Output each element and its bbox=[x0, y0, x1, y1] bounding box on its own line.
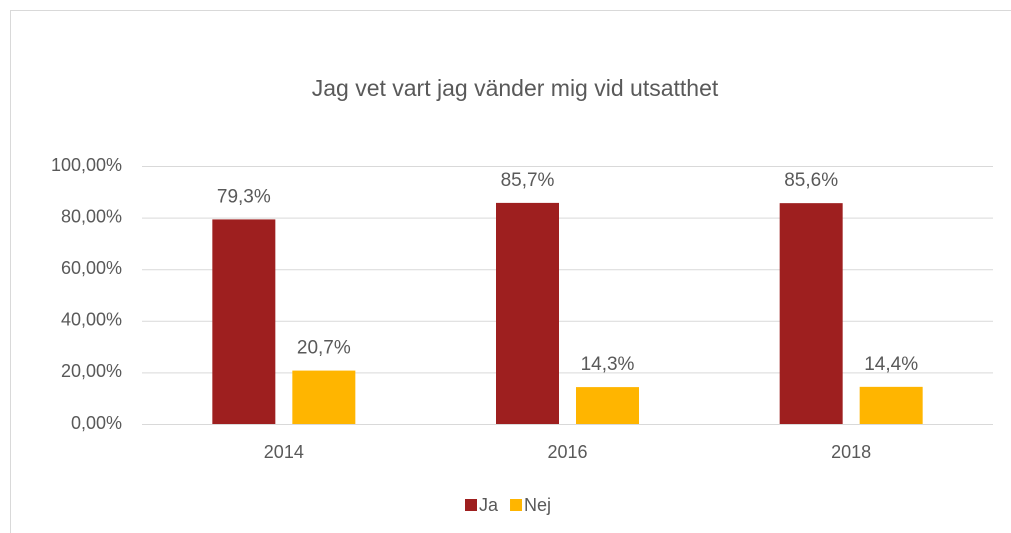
x-tick-label: 2014 bbox=[264, 442, 304, 462]
data-label: 85,6% bbox=[784, 170, 838, 191]
bar bbox=[576, 387, 639, 424]
y-tick-label: 60,00% bbox=[61, 258, 122, 278]
legend-swatch bbox=[465, 499, 477, 511]
y-tick-label: 0,00% bbox=[71, 413, 122, 433]
data-label: 14,4% bbox=[864, 354, 918, 375]
bar bbox=[779, 203, 843, 424]
data-label: 14,3% bbox=[581, 354, 635, 375]
legend-swatch bbox=[510, 499, 523, 511]
bar bbox=[212, 219, 276, 424]
y-tick-label: 80,00% bbox=[61, 206, 122, 226]
data-label: 20,7% bbox=[297, 338, 351, 359]
data-label: 79,3% bbox=[217, 186, 271, 207]
bar bbox=[292, 370, 356, 424]
bar bbox=[859, 386, 923, 424]
data-label: 85,7% bbox=[501, 170, 555, 191]
x-tick-label: 2018 bbox=[831, 442, 871, 462]
x-tick-label: 2016 bbox=[547, 442, 587, 462]
bar bbox=[496, 202, 559, 424]
y-tick-label: 40,00% bbox=[61, 310, 122, 330]
y-tick-label: 20,00% bbox=[61, 361, 122, 381]
chart-title: Jag vet vart jag vänder mig vid utsatthe… bbox=[312, 75, 719, 101]
legend-label: Ja bbox=[479, 495, 499, 515]
y-tick-label: 100,00% bbox=[51, 155, 122, 175]
legend-label: Nej bbox=[524, 495, 551, 515]
